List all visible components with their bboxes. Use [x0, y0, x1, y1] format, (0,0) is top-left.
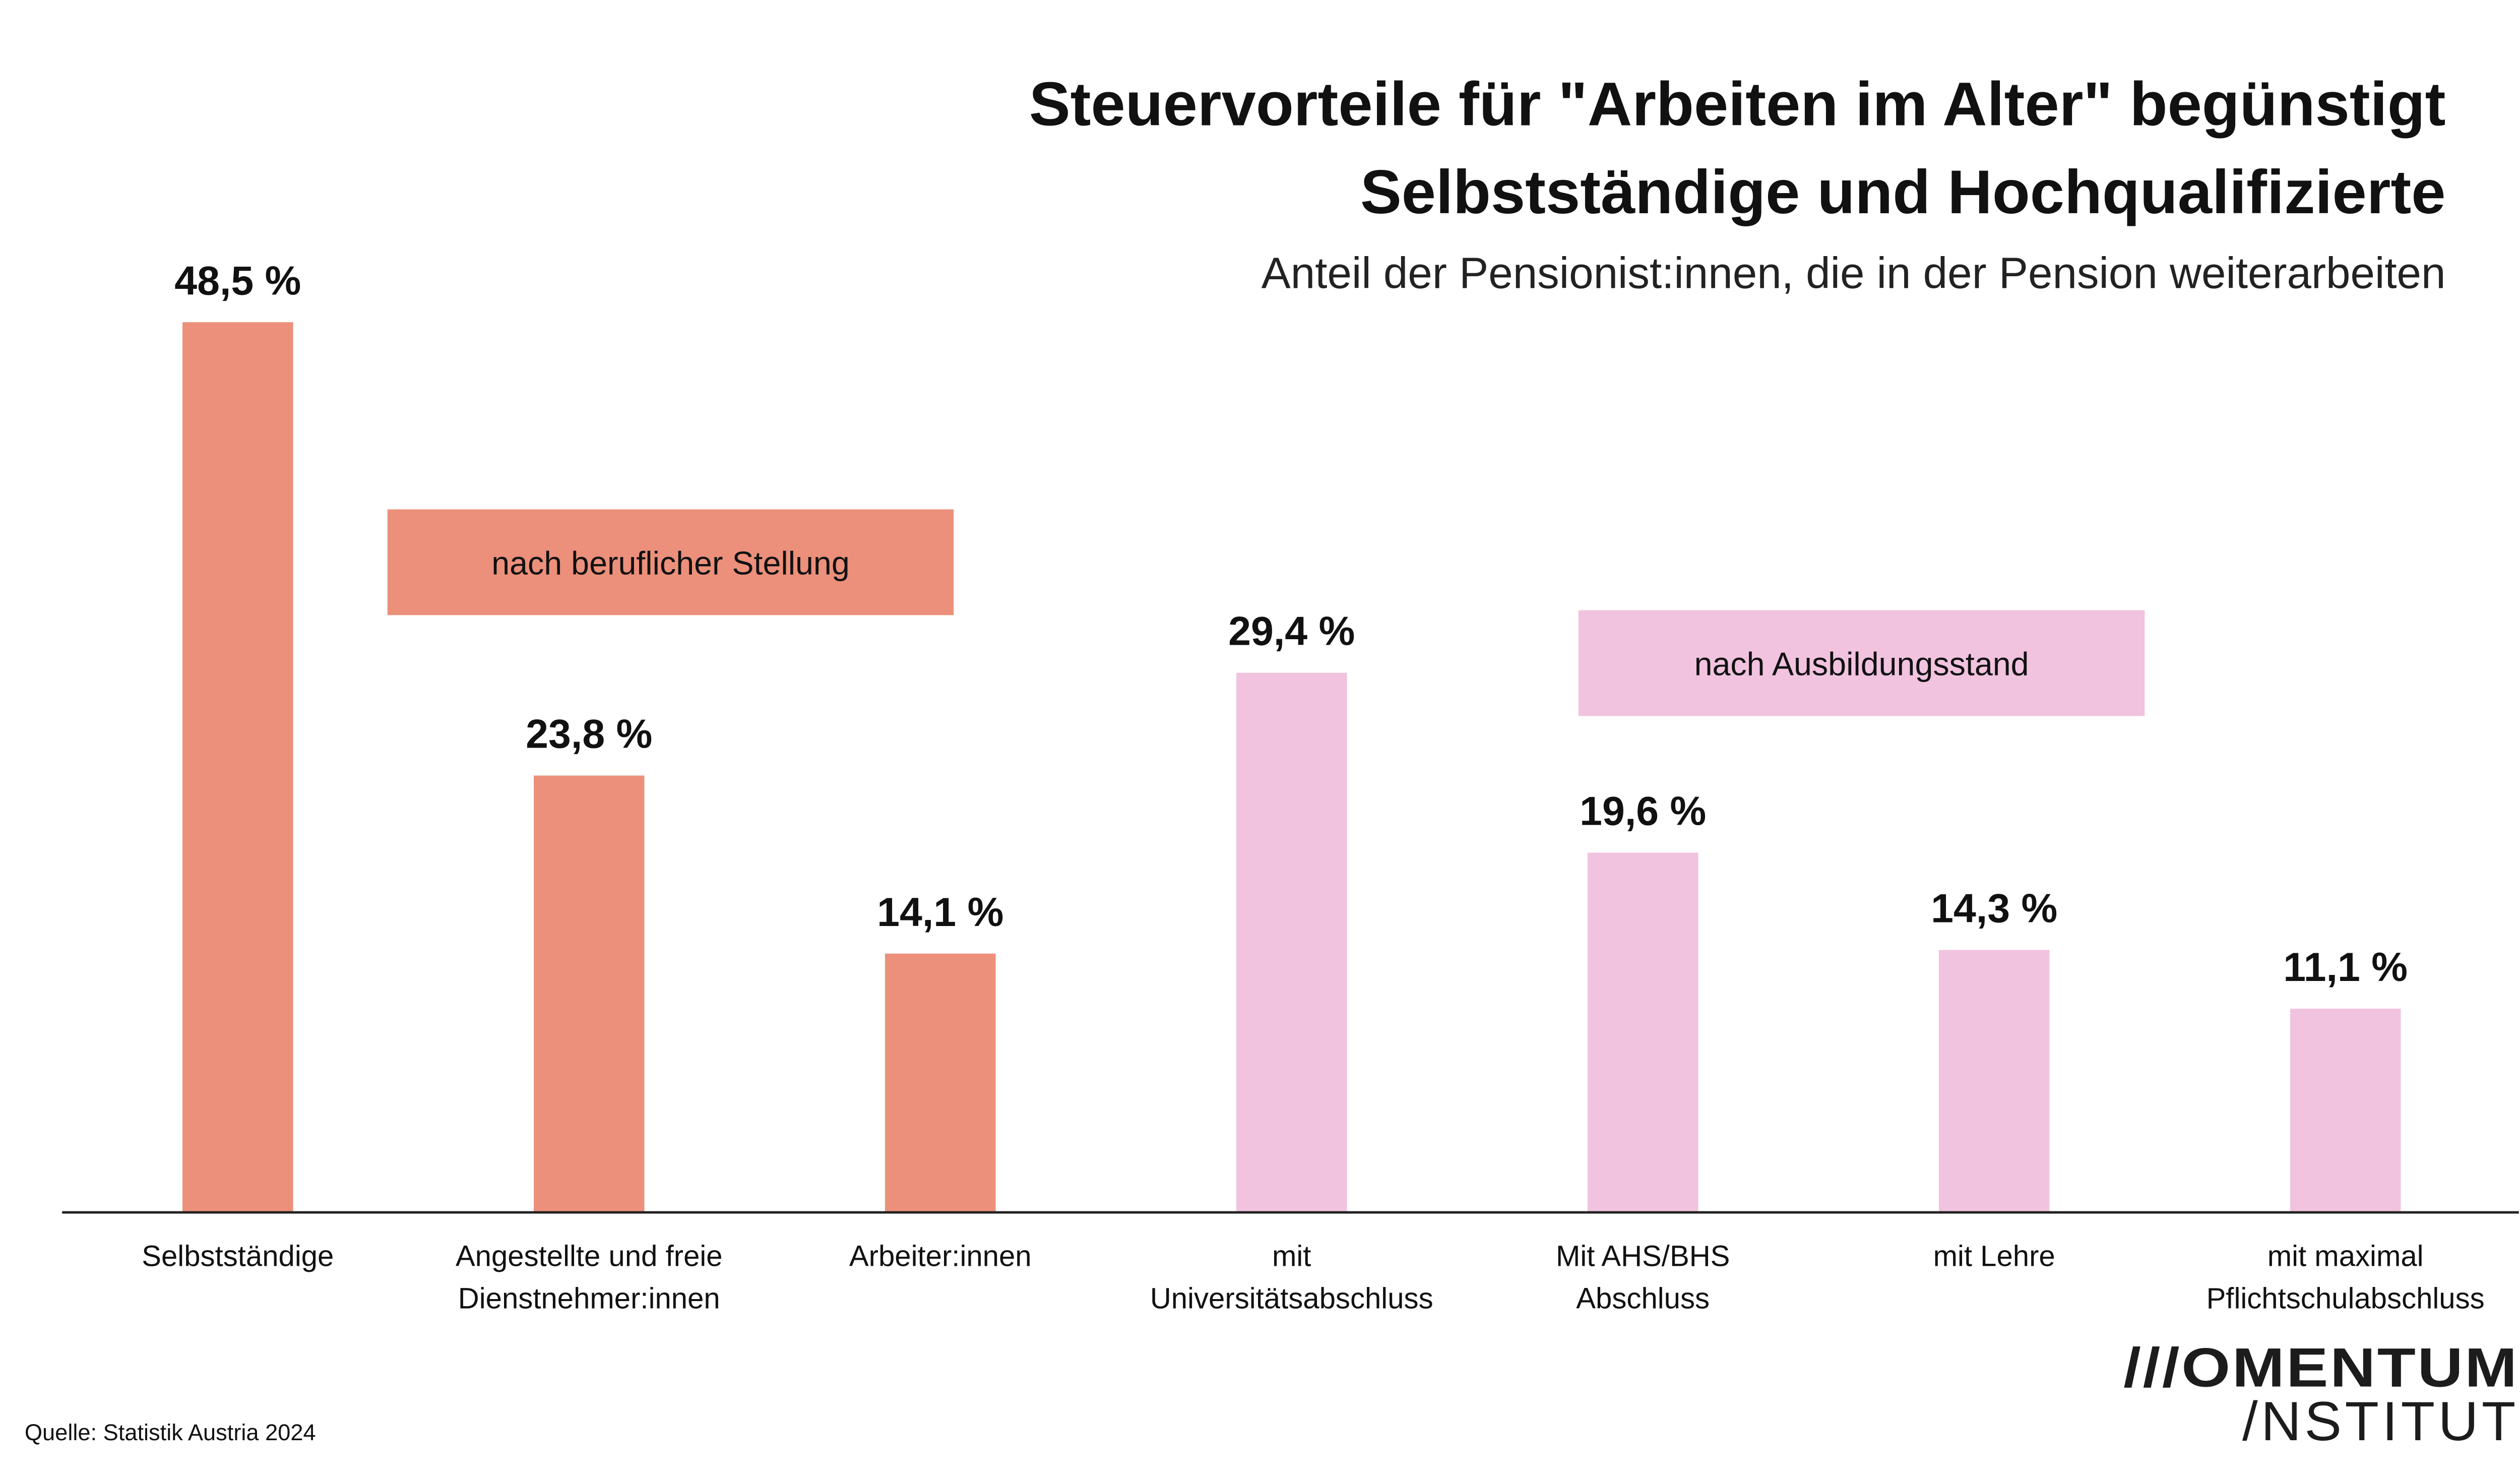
value-label: 48,5 % — [174, 258, 301, 303]
category-label: Selbstständige — [142, 1240, 334, 1273]
group-label-box — [387, 509, 954, 616]
group-label: nach beruflicher Stellung — [491, 545, 849, 582]
group-labels: nach beruflicher Stellung nach Ausbildung… — [387, 509, 2145, 716]
group-label-box — [1578, 610, 2145, 716]
bar — [534, 775, 645, 1213]
value-label: 23,8 % — [526, 712, 652, 757]
category-label: Universitätsabschluss — [1150, 1282, 1433, 1315]
bar — [182, 322, 293, 1213]
category-label: Arbeiter:innen — [849, 1240, 1032, 1273]
chart-subtitle: Anteil der Pensionist:innen, die in der … — [1262, 249, 2446, 297]
category-label: mit Lehre — [1933, 1240, 2055, 1273]
source-note: Quelle: Statistik Austria 2024 — [25, 1420, 316, 1445]
bar — [1938, 950, 2050, 1213]
chart-title-line-1: Steuervorteile für "Arbeiten im Alter" b… — [1029, 70, 2446, 139]
svg-text:///OMENTUM: ///OMENTUM — [2123, 1337, 2518, 1398]
category-label: mit maximal — [2267, 1240, 2424, 1273]
value-label: 29,4 % — [1228, 609, 1355, 654]
bar — [1236, 672, 1347, 1213]
value-label: 14,3 % — [1931, 886, 2057, 931]
category-label: Pflichtschulabschluss — [2207, 1282, 2485, 1315]
chart-title-line-2: Selbstständige und Hochqualifizierte — [1360, 157, 2446, 226]
category-label: Mit AHS/BHS — [1556, 1240, 1730, 1273]
value-label: 14,1 % — [877, 890, 1003, 935]
bar — [2290, 1008, 2401, 1213]
group-label: nach Ausbildungsstand — [1694, 646, 2029, 683]
svg-text:/NSTITUT: /NSTITUT — [2242, 1391, 2519, 1452]
value-label: 19,6 % — [1580, 789, 1706, 834]
momentum-institut-logo: ///OMENTUM /NSTITUT — [2123, 1337, 2519, 1452]
category-label: Dienstnehmer:innen — [458, 1282, 720, 1315]
category-label: mit — [1272, 1240, 1311, 1273]
bar — [885, 953, 996, 1213]
category-label: Abschluss — [1576, 1282, 1710, 1315]
bar — [1587, 852, 1698, 1213]
bars: 48,5 % Selbstständige 23,8 % Angestellte un… — [142, 258, 2484, 1315]
category-label: Angestellte und freie — [456, 1240, 723, 1273]
value-label: 11,1 % — [2283, 945, 2408, 990]
